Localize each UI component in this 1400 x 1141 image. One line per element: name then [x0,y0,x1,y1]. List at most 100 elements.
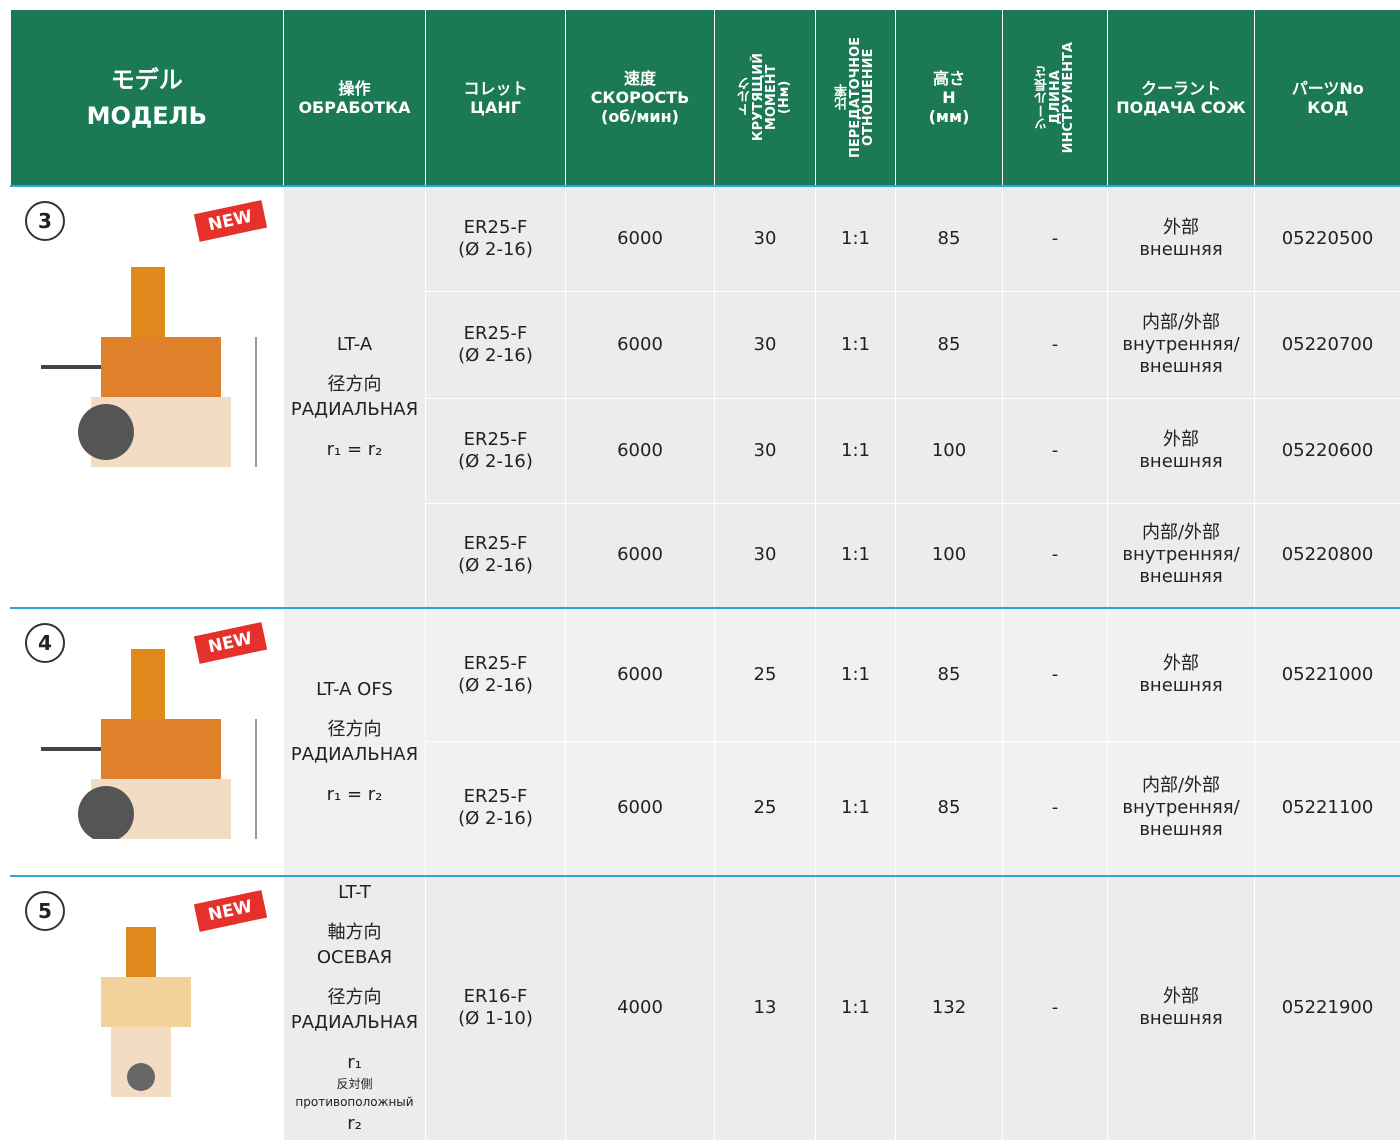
torque-cell: 30 [715,503,816,608]
operation-line: r₁ = r₂ [284,784,425,806]
model-number: 3 [25,201,65,241]
header-line: ИНСТРУМЕНТА [1062,42,1075,153]
ratio-cell: 1:1 [816,741,896,876]
code-cell: 05220500 [1255,186,1400,291]
illustration-part [78,404,134,460]
collet-cell: ER25-F(Ø 2-16) [426,608,566,741]
coolant-line: внешняя [1108,239,1254,261]
operation-line: 軸方向 [284,922,425,944]
tool-illustration [31,257,271,517]
torque-cell: 25 [715,608,816,741]
code-cell: 05221000 [1255,608,1400,741]
operation-line: 径方向 [284,719,425,741]
coolant-line: внешняя [1108,819,1254,841]
speed-cell: 6000 [566,503,715,608]
collet-cell: ER16-F(Ø 1-10) [426,876,566,1140]
operation-line: LT-T [284,882,425,904]
collet-line: ER25-F [426,429,565,451]
operation-line: противоположный [284,1095,425,1110]
header-line: ПОДАЧА СОЖ [1108,98,1254,117]
header-line: H [896,88,1002,107]
operation-line: r₂ [284,1113,425,1135]
header-line: クーラント [1108,79,1254,98]
operation-line: 径方向 [284,987,425,1009]
illustration-part [101,719,221,779]
operation-line: LT-A [284,334,425,356]
collet-line: ER25-F [426,653,565,675]
height-cell: 85 [896,186,1003,291]
header-line: КОД [1255,98,1400,117]
coolant-line: 外部 [1108,429,1254,451]
coolant-line: внутренняя/ [1108,797,1254,819]
torque-cell: 13 [715,876,816,1140]
header-line: 高さ [896,69,1002,88]
coolant-line: 外部 [1108,986,1254,1008]
collet-line: (Ø 2-16) [426,451,565,473]
collet-line: ER25-F [426,533,565,555]
coolant-line: 内部/外部 [1108,312,1254,334]
header-line: СКОРОСТЬ [566,88,714,107]
torque-cell: 30 [715,291,816,398]
height-cell: 85 [896,291,1003,398]
operation-line: РАДИАЛЬНАЯ [284,1012,425,1034]
coolant-line: внутренняя/ [1108,544,1254,566]
operation-line: r₁ = r₂ [284,439,425,461]
tool-illustration [31,639,271,839]
tool-length-cell: - [1003,398,1108,503]
code-cell: 05220600 [1255,398,1400,503]
header-line: パーツNo [1255,79,1400,98]
model-cell: 3 NEW [11,186,284,608]
tool-length-cell: - [1003,503,1108,608]
collet-cell: ER25-F(Ø 2-16) [426,291,566,398]
header-line: ДЛИНА [1049,42,1062,153]
height-cell: 85 [896,741,1003,876]
header-line: ОБРАБОТКА [284,98,425,117]
header-line: 速度 [566,69,714,88]
collet-cell: ER25-F(Ø 2-16) [426,741,566,876]
speed-cell: 6000 [566,608,715,741]
collet-line: (Ø 2-16) [426,345,565,367]
torque-cell: 25 [715,741,816,876]
operation-line: r₁ [284,1052,425,1074]
coolant-line: внешняя [1108,356,1254,378]
speed-cell: 6000 [566,186,715,291]
coolant-line: внешняя [1108,451,1254,473]
operation-cell: LT-T 軸方向 ОСЕВАЯ 径方向 РАДИАЛЬНАЯ r₁ 反対側 противопо… [284,876,426,1140]
illustration-part [101,977,191,1027]
header-line: (Нм) [778,53,791,141]
operation-line: LT-A OFS [284,679,425,701]
header-line: ЦАНГ [426,98,565,117]
new-badge: NEW [194,200,267,242]
operation-line: 反対側 [284,1077,425,1092]
header-line: ツール長さ [1036,42,1049,153]
torque-cell: 30 [715,186,816,291]
collet-line: ER16-F [426,986,565,1008]
speed-cell: 4000 [566,876,715,1140]
tool-illustration [31,907,271,1107]
speed-cell: 6000 [566,741,715,876]
tool-length-cell: - [1003,876,1108,1140]
illustration-part [101,337,221,397]
header-line: (мм) [896,107,1002,126]
operation-line: ОСЕВАЯ [284,947,425,969]
ratio-cell: 1:1 [816,608,896,741]
